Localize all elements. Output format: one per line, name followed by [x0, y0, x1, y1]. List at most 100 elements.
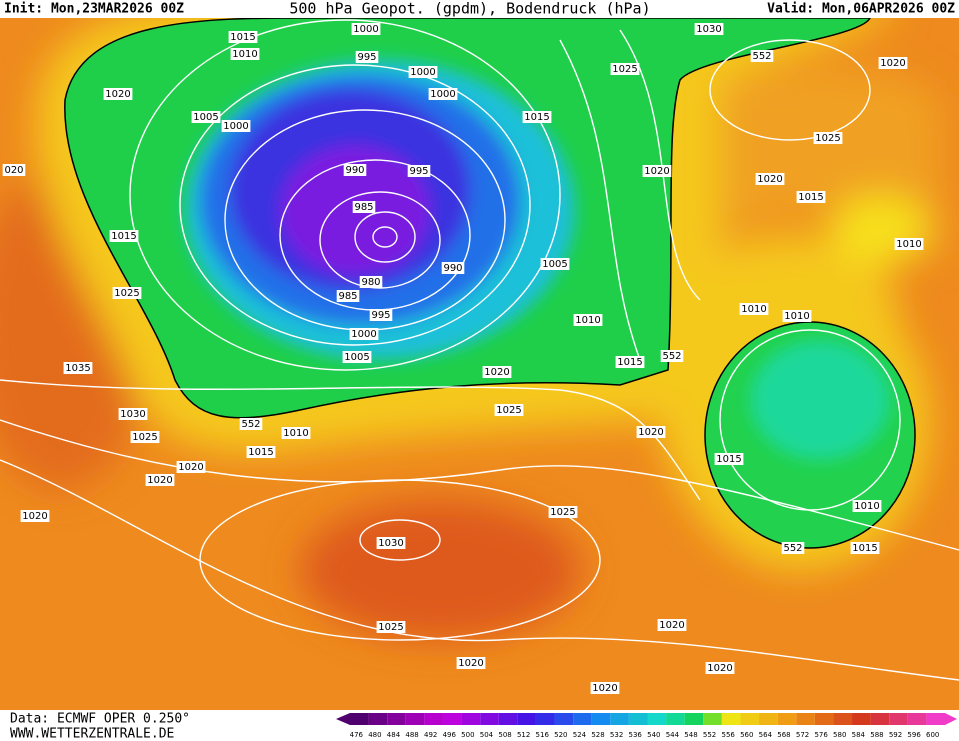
isobar-label-bg — [230, 48, 260, 60]
isobar-label: 1000 — [351, 329, 376, 340]
isobar-label: 1020 — [458, 658, 483, 669]
isobar-label: 1020 — [880, 58, 905, 69]
colorbar-swatch — [796, 713, 815, 725]
isobar-label: 1015 — [111, 231, 136, 242]
colorbar-swatch — [517, 713, 536, 725]
isobar-label-bg — [281, 427, 311, 439]
isobar-label-bg — [407, 165, 431, 177]
isobar-label: 1005 — [542, 259, 567, 270]
isobar-label: 552 — [783, 543, 802, 554]
colorbar-swatch — [907, 713, 927, 725]
isobar-label-bg — [359, 276, 383, 288]
colorbar-label: 536 — [629, 731, 643, 739]
isobar-label-bg — [615, 356, 645, 368]
colorbar-label: 512 — [517, 731, 530, 739]
isobar-label-bg — [540, 258, 570, 270]
isobar-label: 1020 — [592, 683, 617, 694]
colorbar-swatch — [740, 713, 760, 725]
isobar-label: 1015 — [230, 32, 255, 43]
colorbar-label: 552 — [703, 731, 716, 739]
isobar-label: 1025 — [612, 64, 637, 75]
isobar-label-bg — [573, 314, 603, 326]
colorbar-swatch — [703, 713, 722, 725]
isobar-label: 552 — [752, 51, 771, 62]
colorbar-label: 584 — [852, 731, 866, 739]
isobar-label-bg — [657, 619, 687, 631]
colorbar-label: 496 — [443, 731, 457, 739]
colorbar-swatch — [498, 713, 518, 725]
isobar-label: 1020 — [22, 511, 47, 522]
isobar-label-bg — [428, 88, 458, 100]
colorbar-swatch — [442, 713, 462, 725]
isobar-label-bg — [228, 31, 258, 43]
isobar-label-bg — [782, 310, 812, 322]
isobar-label-bg — [63, 362, 93, 374]
colorbar-label: 480 — [368, 731, 381, 739]
isobar-label-bg — [642, 165, 672, 177]
isobar-label: 1015 — [798, 192, 823, 203]
colorbar-swatch — [759, 713, 778, 725]
colorbar-swatch — [573, 713, 592, 725]
isobar-label: 1015 — [617, 357, 642, 368]
isobar-label-bg — [103, 88, 133, 100]
isobar-label: 1000 — [223, 121, 248, 132]
isobar-label: 1020 — [644, 166, 669, 177]
colorbar-label: 476 — [350, 731, 364, 739]
colorbar-swatch — [684, 713, 704, 725]
isobar-label: 1010 — [741, 304, 766, 315]
isobar-label-bg — [441, 262, 465, 274]
isobar-label: 1030 — [378, 538, 403, 549]
colorbar-label: 520 — [554, 731, 567, 739]
colorbar-swatch — [833, 713, 853, 725]
isobar-label: 995 — [409, 166, 428, 177]
colorbar-arrow-right — [945, 713, 957, 725]
isobar-label-bg — [376, 621, 406, 633]
colorbar-swatch — [554, 713, 574, 725]
isobar-label: 980 — [361, 277, 380, 288]
isobar-label-bg — [813, 132, 843, 144]
isobar-label-bg — [456, 657, 486, 669]
colorbar-label: 516 — [536, 731, 550, 739]
isobar-label: 1020 — [707, 663, 732, 674]
colorbar-label: 564 — [759, 731, 773, 739]
isobar-label: 1035 — [65, 363, 90, 374]
isobar-label: 1015 — [524, 112, 549, 123]
isobar-label-bg — [351, 23, 381, 35]
isobar-label-bg — [221, 120, 251, 132]
isobar-label-bg — [112, 287, 142, 299]
colorbar-label: 500 — [461, 731, 474, 739]
colorbar-label: 588 — [870, 731, 883, 739]
colorbar-swatch — [350, 713, 369, 725]
init-time: Init: Mon,23MAR2026 00Z — [4, 2, 184, 17]
isobar-label: 1000 — [410, 67, 435, 78]
isobar-label: 1015 — [716, 454, 741, 465]
isobar-label-bg — [590, 682, 620, 694]
colorbar-label: 548 — [684, 731, 697, 739]
colorbar-label: 488 — [405, 731, 418, 739]
website: WWW.WETTERZENTRALE.DE — [10, 727, 174, 741]
isobar-label: 1020 — [178, 462, 203, 473]
isobar-label: 1020 — [638, 427, 663, 438]
isobar-label: 1020 — [484, 367, 509, 378]
isobar-label: 1000 — [353, 24, 378, 35]
isobar-label-bg — [755, 173, 785, 185]
isobar-label: 1020 — [659, 620, 684, 631]
colorbar-label: 560 — [740, 731, 753, 739]
colorbar-swatch — [889, 713, 908, 725]
colorbar-label: 592 — [889, 731, 902, 739]
isobar-label-bg — [342, 351, 372, 363]
colorbar-label: 596 — [907, 731, 921, 739]
colorbar-label: 544 — [666, 731, 680, 739]
isobar-label-bg — [130, 431, 160, 443]
colorbar-swatch — [591, 713, 611, 725]
isobar-label-bg — [343, 164, 367, 176]
isobar-label: 1005 — [344, 352, 369, 363]
valid-time: Valid: Mon,06APR2026 00Z — [767, 2, 955, 17]
isobar-label: 1010 — [854, 501, 879, 512]
isobar-label: 1005 — [193, 112, 218, 123]
isobar-label-bg — [494, 404, 524, 416]
map — [0, 18, 959, 710]
colorbar-swatch — [666, 713, 685, 725]
colorbar-swatch — [926, 713, 945, 725]
